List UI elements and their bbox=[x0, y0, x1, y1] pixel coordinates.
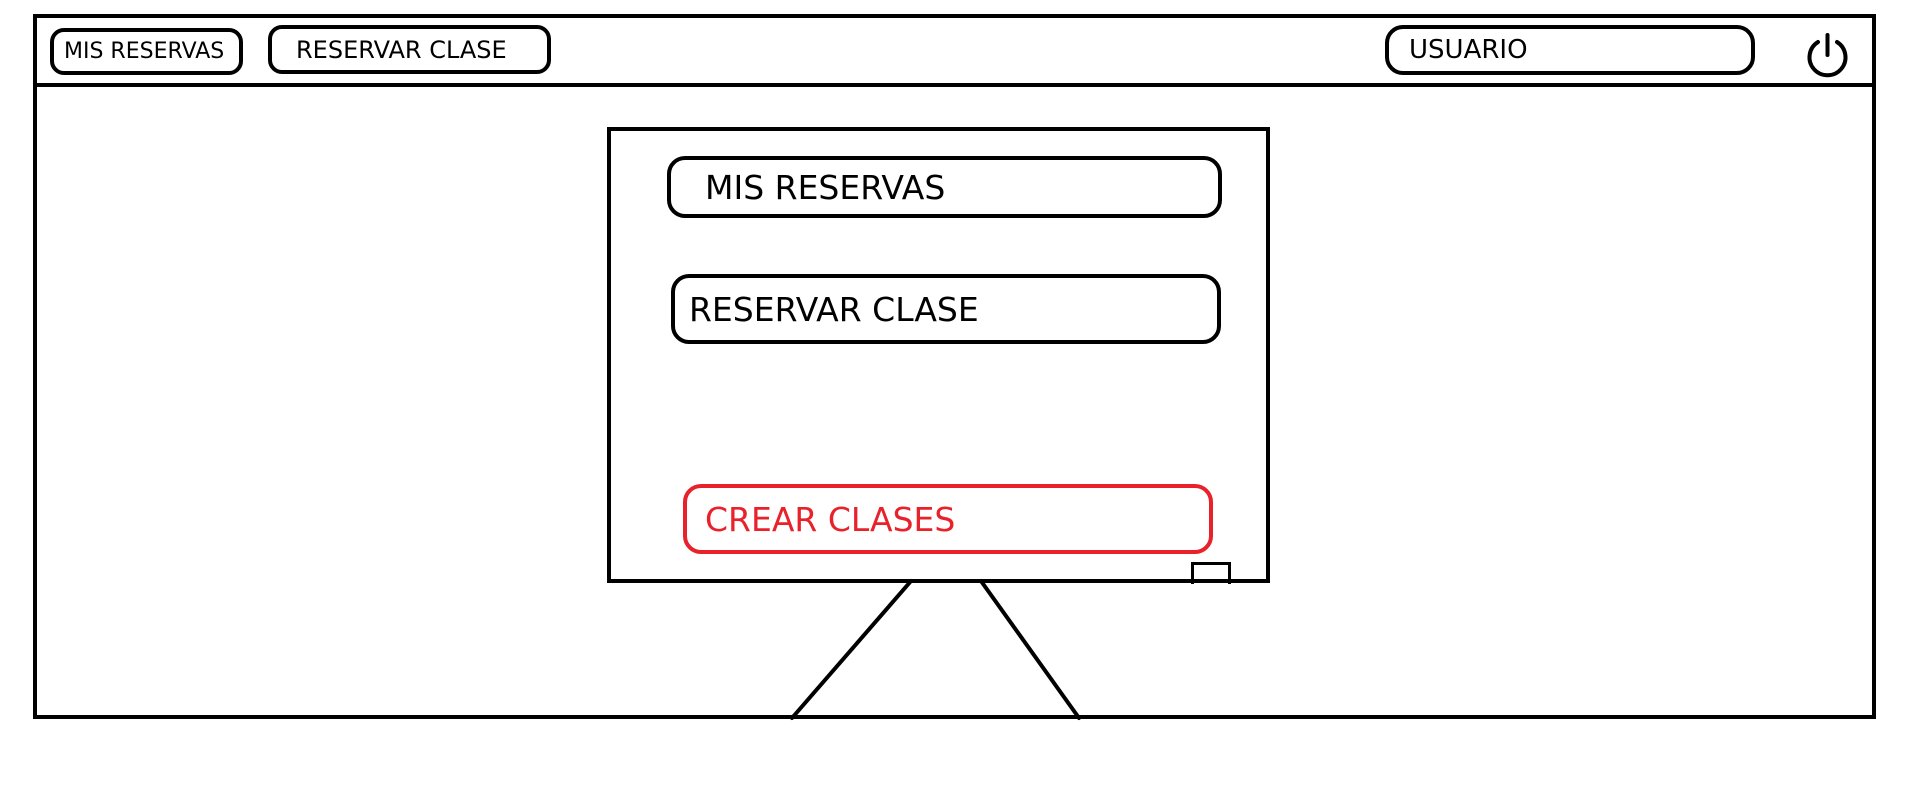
whiteboard-stand bbox=[790, 579, 1081, 720]
nav-mis-reservas-label: MIS RESERVAS bbox=[64, 39, 225, 64]
user-label: USUARIO bbox=[1409, 35, 1528, 65]
stand-right-leg bbox=[979, 579, 1081, 720]
board-crear-clases-label: CREAR CLASES bbox=[705, 499, 956, 539]
board-marker-tray bbox=[1191, 562, 1231, 584]
board-mis-reservas-button[interactable]: MIS RESERVAS bbox=[667, 156, 1222, 218]
stand-left-leg bbox=[790, 579, 913, 720]
nav-reservar-clase-label: RESERVAR CLASE bbox=[296, 35, 507, 64]
user-menu-button[interactable]: USUARIO bbox=[1385, 25, 1755, 75]
nav-mis-reservas-button[interactable]: MIS RESERVAS bbox=[50, 28, 243, 75]
board-crear-clases-button[interactable]: CREAR CLASES bbox=[683, 484, 1213, 554]
logout-button[interactable] bbox=[1804, 32, 1851, 79]
board-reservar-clase-label: RESERVAR CLASE bbox=[689, 289, 979, 329]
app-window: MIS RESERVAS RESERVAR CLASE USUARIO MIS … bbox=[33, 14, 1876, 720]
board-reservar-clase-button[interactable]: RESERVAR CLASE bbox=[671, 274, 1221, 344]
whiteboard-panel: MIS RESERVAS RESERVAR CLASE CREAR CLASES bbox=[607, 127, 1270, 584]
nav-reservar-clase-button[interactable]: RESERVAR CLASE bbox=[268, 25, 551, 74]
board-mis-reservas-label: MIS RESERVAS bbox=[705, 167, 946, 207]
top-navigation-bar: MIS RESERVAS RESERVAR CLASE USUARIO bbox=[37, 18, 1872, 87]
power-icon bbox=[1807, 33, 1848, 78]
